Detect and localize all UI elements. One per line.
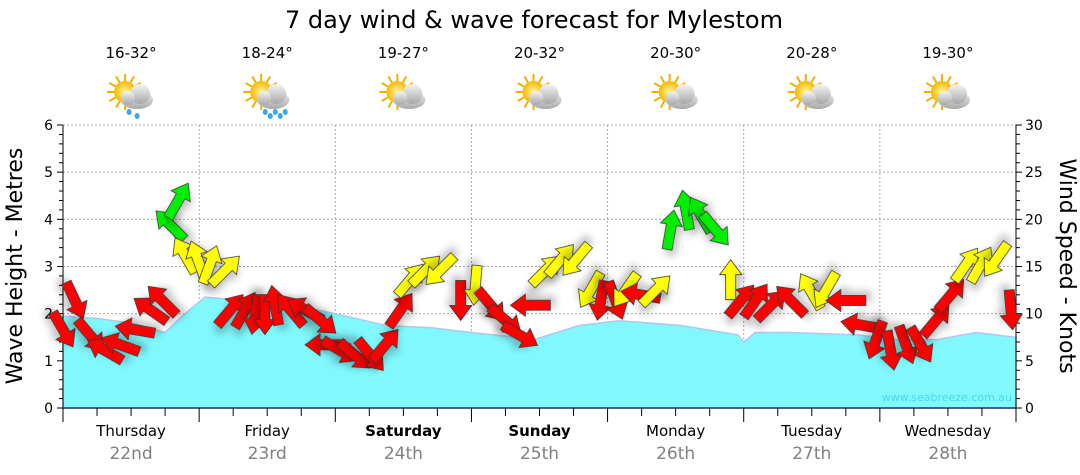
wind-arrow (588, 279, 612, 321)
wind-arrow (509, 293, 551, 317)
wind-arrow (999, 289, 1024, 331)
cloud-icon (393, 84, 426, 109)
wind-arrow (425, 252, 459, 285)
wind-arrow (863, 319, 888, 360)
watermark: www.seabreeze.com.au (882, 391, 1012, 404)
day-temperature: 19-27° (378, 44, 429, 62)
date-label: 28th (928, 444, 967, 464)
wind-arrow (367, 328, 399, 364)
wind-arrow (114, 317, 157, 341)
cloud-icon (937, 84, 970, 109)
sun-cloud-icon (787, 74, 834, 110)
y2-tick-label: 10 (1025, 307, 1043, 323)
cloud-icon (257, 84, 290, 109)
cloud-icon (121, 84, 154, 109)
chart-title: 7 day wind & wave forecast for Mylestom (285, 6, 783, 34)
day-temperature: 20-30° (650, 44, 701, 62)
wind-arrow (983, 240, 1013, 277)
day-label: Sunday (508, 422, 571, 440)
wind-arrow (100, 332, 142, 357)
y-tick-label: 3 (44, 260, 53, 276)
date-label: 22nd (109, 444, 152, 464)
date-label: 23rd (248, 444, 287, 464)
sun-cloud-icon (923, 74, 970, 110)
cloud-icon (529, 84, 562, 109)
wind-arrow (384, 292, 413, 330)
date-label: 27th (792, 444, 831, 464)
wind-arrow (48, 309, 76, 348)
rain-drops-icon (126, 109, 140, 119)
day-label: Thursday (95, 422, 166, 440)
day-label: Wednesday (905, 422, 992, 440)
y2-tick-label: 25 (1025, 165, 1043, 181)
date-label: 25th (520, 444, 559, 464)
wind-arrow (698, 210, 729, 246)
sun-cloud-icon (651, 74, 698, 110)
wind-arrow (659, 209, 683, 251)
y-tick-label: 1 (44, 354, 53, 370)
day-label: Monday (646, 422, 705, 440)
day-temperature: 20-32° (514, 44, 565, 62)
date-label: 26th (656, 444, 695, 464)
wind-arrow (825, 288, 867, 313)
wind-arrow (301, 303, 337, 334)
wind-arrow (163, 182, 191, 221)
sun-cloud-rain-icon (107, 74, 154, 119)
day-temperature: 20-28° (786, 44, 837, 62)
y2-tick-label: 20 (1025, 212, 1043, 228)
wind-arrow (637, 275, 671, 309)
wind-arrow (752, 290, 786, 324)
day-label: Tuesday (780, 422, 842, 440)
wind-arrow (206, 255, 240, 289)
wind-arrow (499, 320, 539, 348)
wind-arrow (147, 285, 181, 319)
wind-arrow (562, 240, 594, 276)
y-axis-title: Wave Height - Metres (3, 148, 28, 385)
sun-cloud-heavy-rain-icon (243, 74, 290, 119)
y2-tick-label: 15 (1025, 260, 1043, 276)
sun-cloud-icon (515, 74, 562, 110)
wind-arrow (61, 279, 88, 320)
wind-arrow (933, 278, 965, 314)
y2-tick-label: 5 (1025, 354, 1034, 370)
y-tick-label: 4 (44, 212, 53, 228)
day-temperature: 18-24° (242, 44, 293, 62)
wind-arrow (905, 324, 934, 363)
wind-arrow (718, 259, 743, 301)
sun-cloud-icon (379, 74, 426, 110)
y2-tick-label: 0 (1025, 401, 1034, 417)
day-temperature: 19-30° (922, 44, 973, 62)
y2-axis-title: Wind Speed - Knots (1054, 158, 1079, 373)
day-label: Saturday (365, 422, 442, 440)
date-label: 24th (384, 444, 423, 464)
y-tick-label: 6 (44, 118, 53, 134)
day-temperature: 16-32° (106, 44, 157, 62)
wind-arrow (448, 280, 473, 322)
cloud-icon (801, 84, 834, 109)
wind-arrow (776, 285, 810, 319)
y-tick-label: 0 (44, 401, 53, 417)
day-label: Friday (244, 422, 290, 440)
y2-tick-label: 30 (1025, 118, 1043, 134)
y-tick-label: 5 (44, 165, 53, 181)
wind-arrow (197, 245, 223, 286)
rain-drops-icon (262, 109, 288, 119)
cloud-icon (665, 84, 698, 109)
